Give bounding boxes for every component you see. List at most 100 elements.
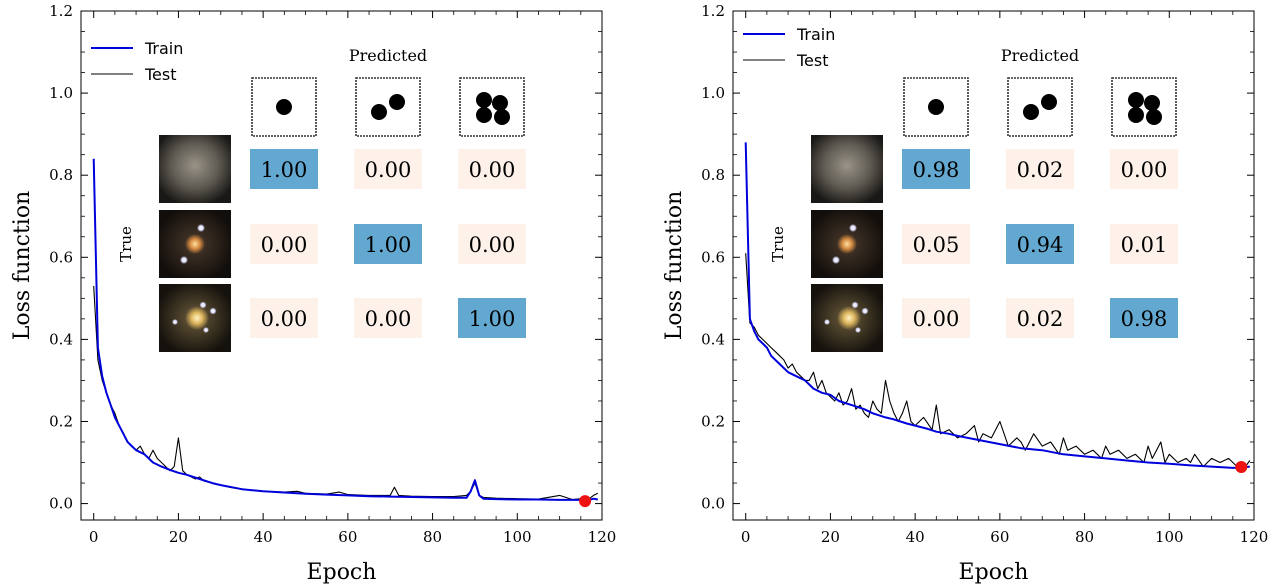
matrix-cell-bg	[250, 224, 318, 264]
predicted-icon-box-3	[459, 77, 525, 137]
true-thumbnail-1	[159, 135, 231, 203]
x-tick-label: 20	[169, 528, 188, 546]
chart-panel-1: 0 20 40 60 80 100 120 0.0 0.2 0.4 0.6 0.8 1.0 1.2 Epoc…	[10, 2, 616, 585]
series-group	[744, 142, 1251, 469]
y-tick-label: 0.4	[49, 330, 73, 348]
x-tick-label: 80	[1075, 528, 1094, 546]
x-tick-label: 80	[423, 528, 442, 546]
true-thumbnail-2	[811, 210, 883, 278]
lensed-image	[851, 301, 859, 309]
plot-frame	[732, 10, 1255, 521]
inset-true-label: True	[769, 226, 787, 262]
y-tick-label: 0.0	[49, 495, 73, 513]
lensed-image	[861, 307, 869, 315]
series-line-train	[744, 142, 1250, 469]
x-tick-label: 40	[254, 528, 273, 546]
matrix-cell-bg	[354, 298, 422, 338]
inset-predicted-title: Predicted	[1001, 46, 1079, 65]
matrix-cell-value: 0.05	[913, 233, 960, 257]
matrix-cell-value: 0.94	[1017, 233, 1064, 257]
lensed-image	[180, 256, 188, 264]
predicted-icon-dot	[1146, 109, 1162, 125]
y-tick-label: 0.2	[49, 412, 73, 430]
matrix-cell-value: 0.98	[913, 158, 960, 182]
legend-label-train: Train	[796, 25, 835, 44]
lensed-image	[855, 327, 861, 333]
true-thumbnail-3	[811, 284, 883, 352]
lensed-image	[824, 319, 830, 325]
true-thumbnail-3	[159, 284, 231, 352]
final-point-marker	[1235, 461, 1248, 474]
matrix-cell-value: 0.02	[1017, 158, 1064, 182]
predicted-icon-dot	[476, 92, 492, 108]
lensed-image	[172, 319, 178, 325]
predicted-icon-dot	[371, 104, 387, 120]
matrix-cell-bg	[354, 149, 422, 189]
matrix-cell-bg	[458, 149, 526, 189]
y-tick-label: 0.8	[701, 166, 725, 184]
y-tick-label: 0.2	[701, 412, 725, 430]
inset-confusion-matrix: Predicted True 1.00 0.00 0.00 0.00 1.00 0.00 0.0…	[117, 46, 526, 352]
matrix-cell-value: 0.00	[469, 233, 516, 257]
galaxy-core	[837, 306, 861, 330]
predicted-icon-box-1	[903, 77, 969, 137]
chart-panel-2: 0 20 40 60 80 100 120 0.0 0.2 0.4 0.6 0.8 1.0 1.2 Epoc…	[662, 2, 1268, 585]
x-tick-label: 0	[89, 528, 99, 546]
galaxy-core	[837, 234, 857, 254]
predicted-icon-dot	[492, 95, 508, 111]
predicted-icon-dot	[1128, 107, 1144, 123]
plot-frame	[80, 10, 603, 521]
galaxy-core	[185, 306, 209, 330]
predicted-icon-dot	[1144, 95, 1160, 111]
matrix-cell-bg	[902, 224, 970, 264]
y-tick-label: 1.2	[701, 2, 725, 20]
true-thumbnail-1	[811, 135, 883, 203]
predicted-icon-box-2	[1007, 77, 1073, 137]
matrix-cell-bg	[1110, 149, 1178, 189]
series-line-train	[92, 158, 598, 501]
matrix-cell-value: 0.00	[469, 158, 516, 182]
predicted-icon-dot	[928, 99, 944, 115]
predicted-icon-box-2	[355, 77, 421, 137]
series-line-test	[745, 253, 1251, 468]
predicted-icon-dot	[1041, 94, 1057, 110]
true-thumbnail-2	[159, 210, 231, 278]
inset-confusion-matrix: Predicted True 0.98 0.02 0.00 0.05 0.94 0.01 0.0…	[769, 46, 1178, 352]
legend-label-test: Test	[144, 65, 177, 84]
matrix-cell-bg	[902, 298, 970, 338]
matrix-cell-value: 0.00	[261, 233, 308, 257]
x-tick-label: 100	[1155, 528, 1184, 546]
matrix-cell-value: 1.00	[469, 307, 516, 331]
lensed-image	[849, 224, 857, 232]
thumbnail-background	[811, 135, 883, 203]
x-tick-label: 100	[503, 528, 532, 546]
y-axis-label: Loss function	[10, 191, 35, 341]
lensed-image	[203, 327, 209, 333]
matrix-cell-value: 1.00	[261, 158, 308, 182]
legend: Train Test	[743, 25, 835, 70]
predicted-icon-dot	[476, 107, 492, 123]
final-point-marker	[579, 495, 592, 508]
x-tick-label: 120	[1240, 528, 1269, 546]
matrix-cell-value: 0.00	[365, 307, 412, 331]
x-axis-label: Epoch	[959, 560, 1029, 585]
x-tick-label: 0	[741, 528, 751, 546]
y-tick-label: 1.2	[49, 2, 73, 20]
x-tick-label: 60	[338, 528, 357, 546]
lensed-image	[209, 307, 217, 315]
legend-label-train: Train	[144, 39, 183, 58]
legend: Train Test	[91, 39, 183, 84]
x-tick-label: 120	[588, 528, 617, 546]
x-axis-label: Epoch	[307, 560, 377, 585]
matrix-cell-bg	[1006, 149, 1074, 189]
thumbnail-background	[159, 135, 231, 203]
predicted-icon-dot	[276, 99, 292, 115]
predicted-icon-dot	[1023, 104, 1039, 120]
predicted-icon-box-3	[1111, 77, 1177, 137]
y-tick-label: 0.6	[49, 248, 73, 266]
matrix-cell-bg	[250, 298, 318, 338]
predicted-icon-dot	[494, 109, 510, 125]
y-tick-label: 1.0	[701, 84, 725, 102]
matrix-cell-bg	[458, 298, 526, 338]
legend-label-test: Test	[796, 51, 829, 70]
